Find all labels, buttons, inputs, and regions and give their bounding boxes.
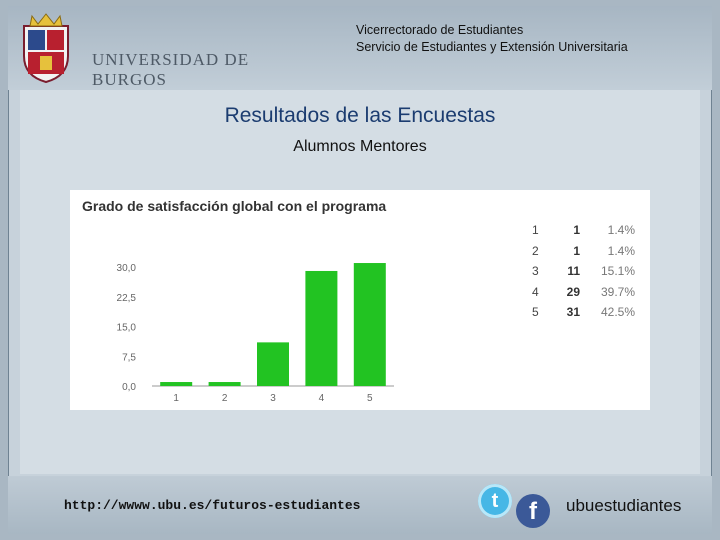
y-tick-label: 7,5 — [122, 352, 136, 363]
bar-1 — [160, 382, 193, 386]
chart-card: Grado de satisfacción global con el prog… — [70, 190, 650, 410]
summary-percent: 1.4% — [607, 223, 635, 238]
bar-3 — [257, 342, 289, 386]
x-tick-label: 4 — [319, 393, 325, 404]
summary-percent: 15.1% — [600, 264, 635, 279]
summary-table: 1 1 1.4% 2 1 1.4% 3 11 15.1% 4 29 39.7% 5 31 42.5% — [532, 220, 635, 323]
bar-chart: 0,0 7,5 15,0 22,5 30,0 1 2 3 4 5 — [117, 263, 394, 404]
vicerrectorado-line: Vicerrectorado de Estudiantes — [356, 23, 524, 37]
y-tick-label: 15,0 — [117, 323, 137, 334]
header-band — [8, 6, 712, 90]
summary-percent: 1.4% — [607, 243, 635, 258]
summary-row: 2 1 1.4% — [532, 241, 635, 262]
chart-title: Grado de satisfacción global con el prog… — [82, 198, 387, 214]
summary-option: 2 — [532, 243, 539, 258]
summary-count: 29 — [566, 284, 580, 299]
social-handle: ubuestudiantes — [566, 496, 682, 515]
summary-percent: 42.5% — [600, 305, 635, 320]
summary-option: 5 — [532, 305, 539, 320]
header-text: Vicerrectorado de Estudiantes Servicio d… — [356, 22, 628, 56]
x-tick-label: 2 — [222, 393, 228, 404]
university-name: UNIVERSIDAD DE BURGOS — [92, 50, 250, 89]
slide-subtitle: Alumnos Mentores — [293, 138, 427, 155]
summary-count: 1 — [573, 243, 580, 258]
facebook-icon[interactable]: f — [516, 494, 550, 528]
footer-band — [8, 476, 712, 534]
y-tick-label: 30,0 — [117, 263, 137, 274]
summary-count: 11 — [567, 264, 580, 279]
y-tick-label: 0,0 — [122, 382, 136, 393]
summary-count: 31 — [566, 305, 580, 320]
x-tick-label: 3 — [270, 393, 276, 404]
bar-5 — [353, 263, 386, 386]
university-logo: UNIVERSIDAD DE BURGOS — [20, 12, 280, 89]
bar-4 — [305, 270, 338, 386]
summary-row: 1 1 1.4% — [532, 220, 635, 241]
summary-row: 4 29 39.7% — [532, 282, 635, 303]
summary-percent: 39.7% — [600, 284, 635, 299]
x-tick-label: 1 — [173, 393, 179, 404]
summary-option: 1 — [532, 223, 539, 238]
summary-row: 3 11 15.1% — [532, 261, 635, 282]
coat-of-arms-icon — [23, 13, 69, 84]
website-url[interactable]: http://wwww.ubu.es/futuros-estudiantes — [64, 498, 361, 513]
x-tick-label: 5 — [367, 393, 373, 404]
summary-option: 3 — [532, 264, 539, 279]
summary-count: 1 — [573, 223, 580, 238]
servicio-line: Servicio de Estudiantes y Extensión Univ… — [356, 40, 628, 54]
summary-row: 5 31 42.5% — [532, 302, 635, 323]
bar-2 — [208, 382, 241, 386]
summary-option: 4 — [532, 284, 539, 299]
y-tick-label: 22,5 — [117, 293, 137, 304]
slide-title: Resultados de las Encuestas — [224, 104, 496, 127]
twitter-icon[interactable]: t — [478, 484, 512, 518]
